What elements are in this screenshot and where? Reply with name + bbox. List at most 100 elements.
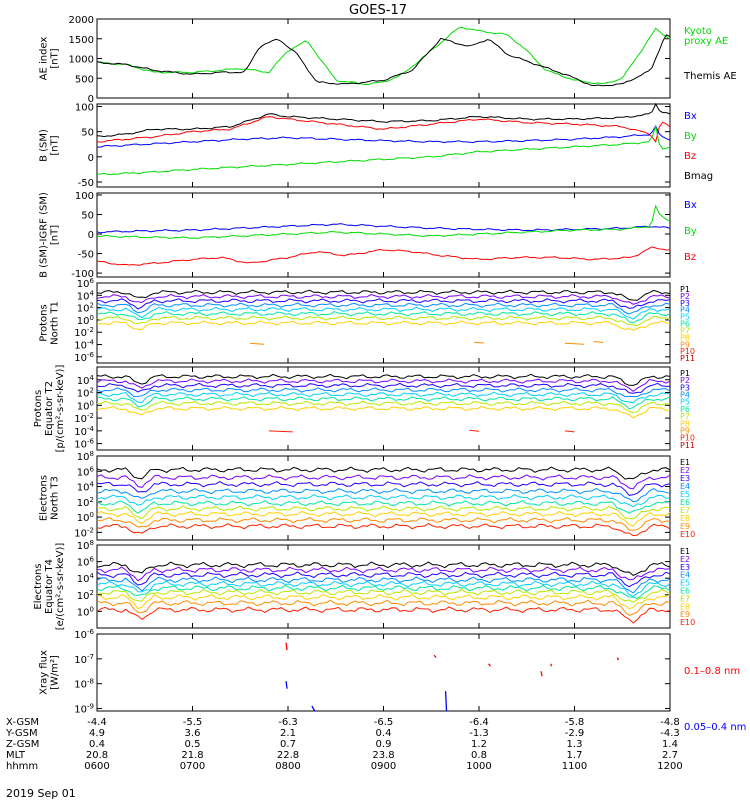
legend-by: By bbox=[684, 226, 697, 237]
y-tick-label: 102 bbox=[77, 589, 94, 602]
time-row-value: -4.4 bbox=[87, 717, 107, 728]
series-line-by bbox=[96, 124, 671, 176]
y-tick-label: 10-9 bbox=[74, 703, 94, 716]
channel-legend-e8: E8 bbox=[680, 514, 690, 523]
channel-line-p8 bbox=[96, 405, 671, 419]
channel-legend-e9: E9 bbox=[680, 610, 690, 619]
time-row-value: -4.3 bbox=[660, 728, 680, 739]
time-row-value: 1.3 bbox=[567, 739, 583, 750]
channel-line-e3 bbox=[96, 571, 671, 588]
channel-line-p2 bbox=[96, 378, 671, 393]
y-tick-label: 104 bbox=[77, 481, 95, 494]
y-tick-label: 100 bbox=[77, 399, 94, 412]
time-row-value: 0.4 bbox=[89, 739, 105, 750]
time-row-value: -2.9 bbox=[565, 728, 585, 739]
y-axis-label: [e/(cm²-s-sr-keV)] bbox=[55, 543, 66, 631]
time-row-value: -1.3 bbox=[469, 728, 489, 739]
channel-line-e6 bbox=[96, 500, 671, 514]
channel-legend-e1: E1 bbox=[680, 547, 690, 556]
series-line-by bbox=[96, 204, 671, 240]
series-line-bx bbox=[96, 223, 671, 234]
time-row-value: 0600 bbox=[84, 761, 109, 772]
y-tick-label: 10-4 bbox=[74, 425, 94, 438]
time-row-value: -5.5 bbox=[183, 717, 203, 728]
channel-legend-e7: E7 bbox=[680, 506, 690, 515]
date-label: 2019 Sep 01 bbox=[6, 787, 76, 800]
channel-line-e8 bbox=[96, 510, 671, 528]
channel-legend-e10: E10 bbox=[680, 618, 695, 627]
channel-line-e4 bbox=[96, 487, 671, 503]
series-line-bmag bbox=[96, 102, 671, 138]
y-tick-label: 1500 bbox=[69, 35, 94, 46]
legend-bx: Bx bbox=[684, 200, 697, 211]
y-tick-label: 100 bbox=[77, 314, 94, 327]
channel-legend-e6: E6 bbox=[680, 587, 690, 596]
y-tick-label: 10-2 bbox=[74, 526, 94, 539]
channel-legend-p6: P6 bbox=[680, 320, 690, 329]
y-tick-label: 10-6 bbox=[74, 438, 94, 451]
channel-line-e2 bbox=[96, 474, 671, 490]
time-row-value: -6.4 bbox=[469, 717, 489, 728]
channel-legend-p4: P4 bbox=[680, 306, 690, 315]
y-tick-label: 102 bbox=[77, 302, 94, 315]
time-row-value: 2.7 bbox=[662, 750, 678, 761]
y-tick-label: 0 bbox=[88, 153, 94, 164]
time-row-label: X-GSM bbox=[6, 717, 39, 728]
channel-line-e1 bbox=[96, 561, 671, 576]
y-tick-label: 104 bbox=[77, 572, 95, 585]
y-axis-label: AE index bbox=[39, 37, 50, 81]
time-row-value: 1.7 bbox=[567, 750, 583, 761]
time-row-label: Y-GSM bbox=[5, 728, 38, 739]
channel-line-p6 bbox=[96, 396, 671, 410]
time-row-label: hhmm bbox=[6, 761, 38, 772]
legend-kyoto: Kyoto bbox=[684, 26, 712, 37]
time-row-value: -4.8 bbox=[660, 717, 680, 728]
y-axis-label: [W/m²] bbox=[50, 655, 61, 690]
channel-legend-p4: P4 bbox=[680, 391, 690, 400]
channel-legend-p5: P5 bbox=[680, 398, 690, 407]
y-tick-label: 0 bbox=[88, 94, 94, 105]
legend-bz: Bz bbox=[684, 252, 696, 263]
legend-0-05-0-4-nm: 0.05–0.4 nm bbox=[684, 722, 746, 733]
channel-line-e3 bbox=[96, 481, 671, 496]
channel-legend-e6: E6 bbox=[680, 498, 690, 507]
y-tick-label: 106 bbox=[77, 277, 95, 290]
channel-line-p3 bbox=[96, 382, 671, 394]
xray-segment bbox=[488, 663, 491, 667]
channel-legend-p11: P11 bbox=[680, 354, 695, 363]
time-row-value: -6.3 bbox=[278, 717, 298, 728]
panel-xray: Xray flux [W/m²] 10-9 10-8 10-7 10-6 0.1–0.8 n… bbox=[39, 628, 747, 733]
time-row-value: 0900 bbox=[371, 761, 396, 772]
channel-line-e1 bbox=[96, 466, 671, 480]
xray-segment bbox=[616, 657, 620, 661]
time-row-value: 0.7 bbox=[280, 739, 296, 750]
legend-0-1-0-8-nm: 0.1–0.8 nm bbox=[684, 666, 740, 677]
channel-fragment bbox=[249, 342, 265, 345]
channel-legend-e2: E2 bbox=[680, 555, 690, 564]
series-line-bx bbox=[96, 124, 671, 148]
y-tick-label: -50 bbox=[78, 250, 94, 261]
channel-legend-e3: E3 bbox=[680, 474, 690, 483]
y-tick-label: 100 bbox=[77, 511, 94, 524]
series-line-bz bbox=[96, 116, 671, 143]
channel-line-p5 bbox=[96, 391, 671, 404]
channel-line-e7 bbox=[96, 505, 671, 520]
time-row-value: -6.5 bbox=[374, 717, 394, 728]
y-tick-label: 106 bbox=[77, 556, 95, 569]
y-tick-label: 50 bbox=[81, 128, 94, 139]
y-axis-label: B (SM)-IGRF (SM) bbox=[39, 192, 50, 278]
channel-line-p7 bbox=[96, 315, 671, 327]
panel-bsm: -50 0 50 100 B (SM) [nT] Bx By Bz Bmag bbox=[39, 103, 714, 189]
channel-legend-p5: P5 bbox=[680, 313, 690, 322]
channel-legend-p8: P8 bbox=[680, 333, 690, 342]
series-line-bz bbox=[96, 246, 671, 266]
channel-line-e9 bbox=[96, 516, 671, 531]
xray-segment bbox=[285, 681, 288, 689]
channel-line-p2 bbox=[96, 293, 671, 305]
y-tick-label: 108 bbox=[77, 539, 94, 552]
channel-line-e5 bbox=[96, 494, 671, 508]
channel-line-e7 bbox=[97, 588, 671, 603]
y-tick-label: 10-8 bbox=[74, 678, 94, 691]
channel-legend-p2: P2 bbox=[680, 292, 690, 301]
channel-legend-p9: P9 bbox=[680, 340, 690, 349]
